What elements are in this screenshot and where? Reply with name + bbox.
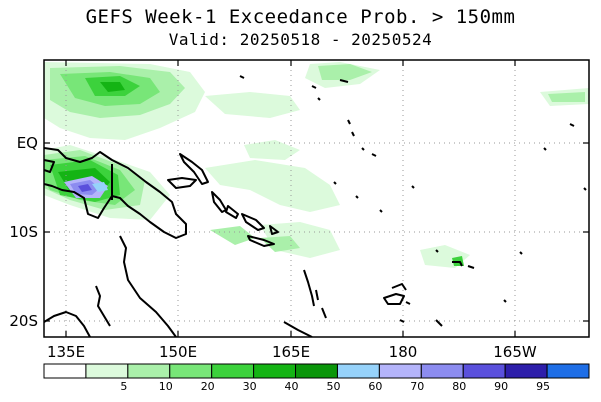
- colorbar-label: 30: [243, 380, 257, 393]
- colorbar-box: [420, 363, 464, 379]
- colorbar-box: [295, 363, 338, 379]
- colorbar-labels: 5 10 20 30 40 50 60 70 80 90 95: [120, 380, 550, 393]
- x-tick-label-135e: 135E: [47, 343, 85, 361]
- colorbar-box: [504, 363, 548, 379]
- axis-ticks: [44, 60, 589, 337]
- colorbar-box: [546, 363, 590, 379]
- colorbar-label: 70: [410, 380, 424, 393]
- colorbar-label: 40: [285, 380, 299, 393]
- map-subtitle: Valid: 20250518 - 20250524: [168, 30, 433, 49]
- colorbar-box: [211, 363, 255, 379]
- colorbar: [43, 363, 590, 379]
- colorbar-label: 5: [120, 380, 127, 393]
- x-tick-label-180: 180: [389, 343, 418, 361]
- colorbar-label: 50: [326, 380, 340, 393]
- colorbar-box: [378, 363, 422, 379]
- colorbar-box: [253, 363, 297, 379]
- colorbar-box: [169, 363, 213, 379]
- colorbar-label: 60: [368, 380, 382, 393]
- map-title: GEFS Week-1 Exceedance Prob. > 150mm: [85, 6, 516, 28]
- probability-shading: [44, 62, 589, 268]
- colorbar-box: [43, 363, 87, 379]
- map-frame: [43, 59, 590, 338]
- y-tick-label-20s: 20S: [9, 312, 38, 330]
- colorbar-box: [127, 363, 171, 379]
- y-tick-label-10s: 10S: [9, 223, 38, 241]
- colorbar-label: 90: [494, 380, 508, 393]
- coastlines: [44, 75, 587, 337]
- colorbar-label: 20: [201, 380, 215, 393]
- colorbar-label: 95: [536, 380, 550, 393]
- x-tick-label-165w: 165W: [493, 343, 537, 361]
- y-tick-label-eq: EQ: [17, 134, 38, 152]
- x-tick-label-165e: 165E: [272, 343, 310, 361]
- colorbar-box: [85, 363, 129, 379]
- colorbar-box: [462, 363, 506, 379]
- x-tick-label-150e: 150E: [159, 343, 197, 361]
- colorbar-box: [336, 363, 380, 379]
- map-gridlines: [44, 60, 589, 337]
- colorbar-label: 80: [452, 380, 466, 393]
- colorbar-label: 10: [159, 380, 173, 393]
